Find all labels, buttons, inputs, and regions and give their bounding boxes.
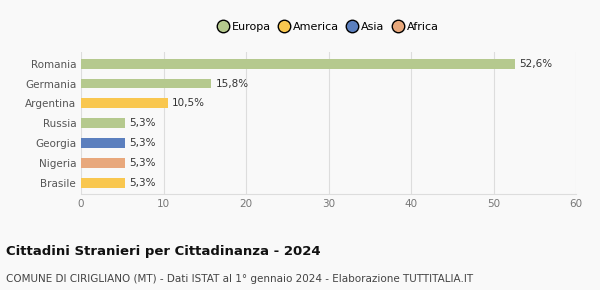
Text: Cittadini Stranieri per Cittadinanza - 2024: Cittadini Stranieri per Cittadinanza - 2… [6, 245, 320, 258]
Text: 15,8%: 15,8% [215, 79, 248, 88]
Bar [81, 138, 125, 148]
Bar [81, 178, 125, 188]
Bar [81, 59, 515, 69]
Bar [81, 158, 125, 168]
Text: 5,3%: 5,3% [129, 118, 155, 128]
Text: 5,3%: 5,3% [129, 178, 155, 188]
Bar [81, 98, 167, 108]
Text: 5,3%: 5,3% [129, 138, 155, 148]
Legend: Europa, America, Asia, Africa: Europa, America, Asia, Africa [215, 18, 442, 35]
Text: 5,3%: 5,3% [129, 158, 155, 168]
Bar [81, 79, 211, 88]
Bar [81, 118, 125, 128]
Text: COMUNE DI CIRIGLIANO (MT) - Dati ISTAT al 1° gennaio 2024 - Elaborazione TUTTITA: COMUNE DI CIRIGLIANO (MT) - Dati ISTAT a… [6, 274, 473, 284]
Text: 10,5%: 10,5% [172, 98, 205, 108]
Text: 52,6%: 52,6% [519, 59, 552, 69]
